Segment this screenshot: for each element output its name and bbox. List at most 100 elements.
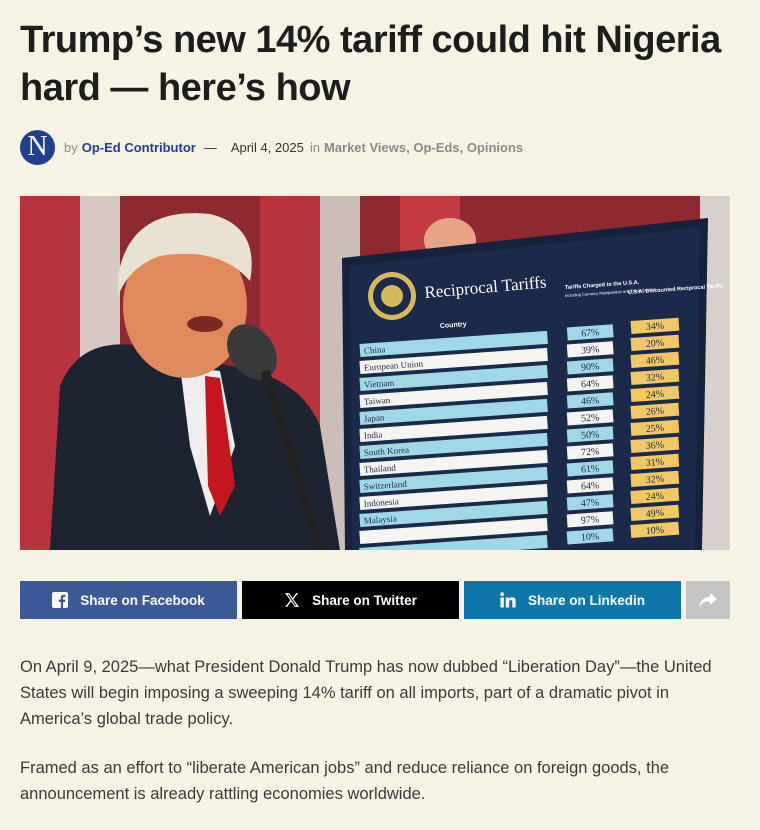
board-charged-value: 64% [581,480,600,492]
board-country-label: South Korea [364,445,410,458]
author-avatar[interactable]: N [20,129,55,165]
article-title: Trump’s new 14% tariff could hit Nigeria… [20,19,721,109]
category-sep: , [459,139,464,155]
body-paragraph-2: Framed as an effort to “liberate America… [20,759,670,803]
board-charged-value: 47% [581,497,600,509]
board-charged-box [566,409,614,426]
board-country-bar [359,534,548,550]
x-icon [284,592,300,608]
linkedin-icon [500,592,516,608]
category-link-market-views[interactable]: Market Views [323,139,407,155]
board-reciprocal-box [630,436,680,454]
board-charged-box [566,426,614,443]
share-more-button[interactable] [686,581,730,619]
board-country-label: Japan [364,412,386,423]
board-charged-box [566,528,614,545]
board-row: Japan 46% 24% [359,385,680,425]
board-row: 97% 49% [359,504,680,544]
board-country-label: European Union [364,359,424,373]
board-charged-value: 67% [581,327,600,339]
author-link[interactable]: Op-Ed Contributor [81,139,196,155]
meta-dash: — [203,139,217,155]
board-charged-box [566,358,614,375]
board-col-charged-sub: Including Currency Manipulation and Trad… [565,287,657,298]
board-charged-box [566,324,614,341]
board-country-label: Vietnam [364,378,395,390]
share-facebook-button[interactable]: Share on Facebook [20,581,237,619]
board-reciprocal-box [630,334,680,352]
board-charged-value: 39% [581,344,600,356]
by-label: by [64,139,78,155]
board-reciprocal-value: 32% [645,474,664,486]
board-country-bar [359,381,548,408]
board-charged-value: 61% [581,463,600,475]
board-reciprocal-value: 10% [645,525,664,537]
board-country-label: Malaysia [363,513,397,525]
publish-date: April 4, 2025 [230,139,304,155]
board-rows: China 67% 34% European Union 39% 20% Vietnam 90… [359,317,680,550]
category-link-op-eds[interactable]: Op-Eds [413,139,460,155]
board-reciprocal-box [630,351,680,369]
board-reciprocal-box [630,504,680,522]
board-charged-value: 97% [581,514,600,526]
board-row: Thailand 72% 36% [359,436,680,476]
board-col-country: Country [440,321,467,330]
board-country-label: India [364,429,383,440]
board-row: Vietnam 90% 46% [359,351,680,391]
board-reciprocal-value: 36% [645,440,664,452]
board-charged-box [566,375,614,392]
share-twitter-label: Share on Twitter [312,592,417,608]
board-reciprocal-box [630,368,680,386]
board-country-label: China [364,344,386,355]
board-charged-value: 52% [581,412,600,424]
avatar-letter: N [27,131,48,162]
share-arrow-icon [698,592,718,608]
board-row: Indonesia 64% 32% [359,470,680,510]
board-charged-value: 72% [581,446,600,458]
share-bar: Share on Facebook Share on Twitter Share… [20,581,730,619]
board-country-bar [359,500,548,527]
board-charged-value: 50% [581,429,600,441]
board-reciprocal-value: 24% [645,389,664,401]
board-charged-box [566,511,614,528]
share-twitter-button[interactable]: Share on Twitter [242,581,459,619]
board-country-bar [359,330,548,357]
board-row: European Union 39% 20% [359,334,680,374]
board-row: 10% 10% [359,521,680,550]
share-facebook-label: Share on Facebook [80,592,205,608]
in-label: in [309,139,320,155]
board-country-bar [359,466,548,493]
board-charged-value: 90% [581,361,600,373]
board-country-bar [359,398,548,425]
board-country-label: Switzerland [363,479,407,492]
article-body: On April 9, 2025—what President Donald T… [20,654,740,830]
board-reciprocal-value: 20% [645,338,664,350]
board-charged-value: 64% [581,378,600,390]
board-country-bar [359,415,548,442]
board-country-label: Taiwan [364,395,391,407]
board-charged-box [566,460,614,477]
board-country-bar [359,432,548,459]
share-linkedin-button[interactable]: Share on Linkedin [464,581,681,619]
board-reciprocal-value: 31% [645,457,664,469]
board-row: India 52% 26% [359,402,680,442]
board-country-bar [359,449,548,476]
body-paragraph-1: On April 9, 2025—what President Donald T… [20,658,712,728]
board-charged-value: 46% [581,395,600,407]
board-charged-box [566,494,614,511]
article-meta: N by Op-Ed Contributor — April 4, 2025 i… [20,129,523,165]
board-reciprocal-value: 34% [645,321,664,333]
board-reciprocal-value: 49% [645,508,664,520]
board-country-label: Indonesia [363,496,399,508]
board-reciprocal-box [630,521,680,539]
board-reciprocal-box [630,402,680,420]
board-charged-value: 10% [581,531,600,543]
board-reciprocal-box [630,470,680,488]
board-reciprocal-value: 32% [645,372,664,384]
board-reciprocal-value: 24% [645,491,664,503]
category-link-opinions[interactable]: Opinions [466,139,524,155]
board-col-charged: Tariffs Charged to the U.S.A. [565,280,640,291]
board-row: Malaysia 47% 24% [359,487,680,527]
board-row: Switzerland 61% 31% [359,453,680,493]
